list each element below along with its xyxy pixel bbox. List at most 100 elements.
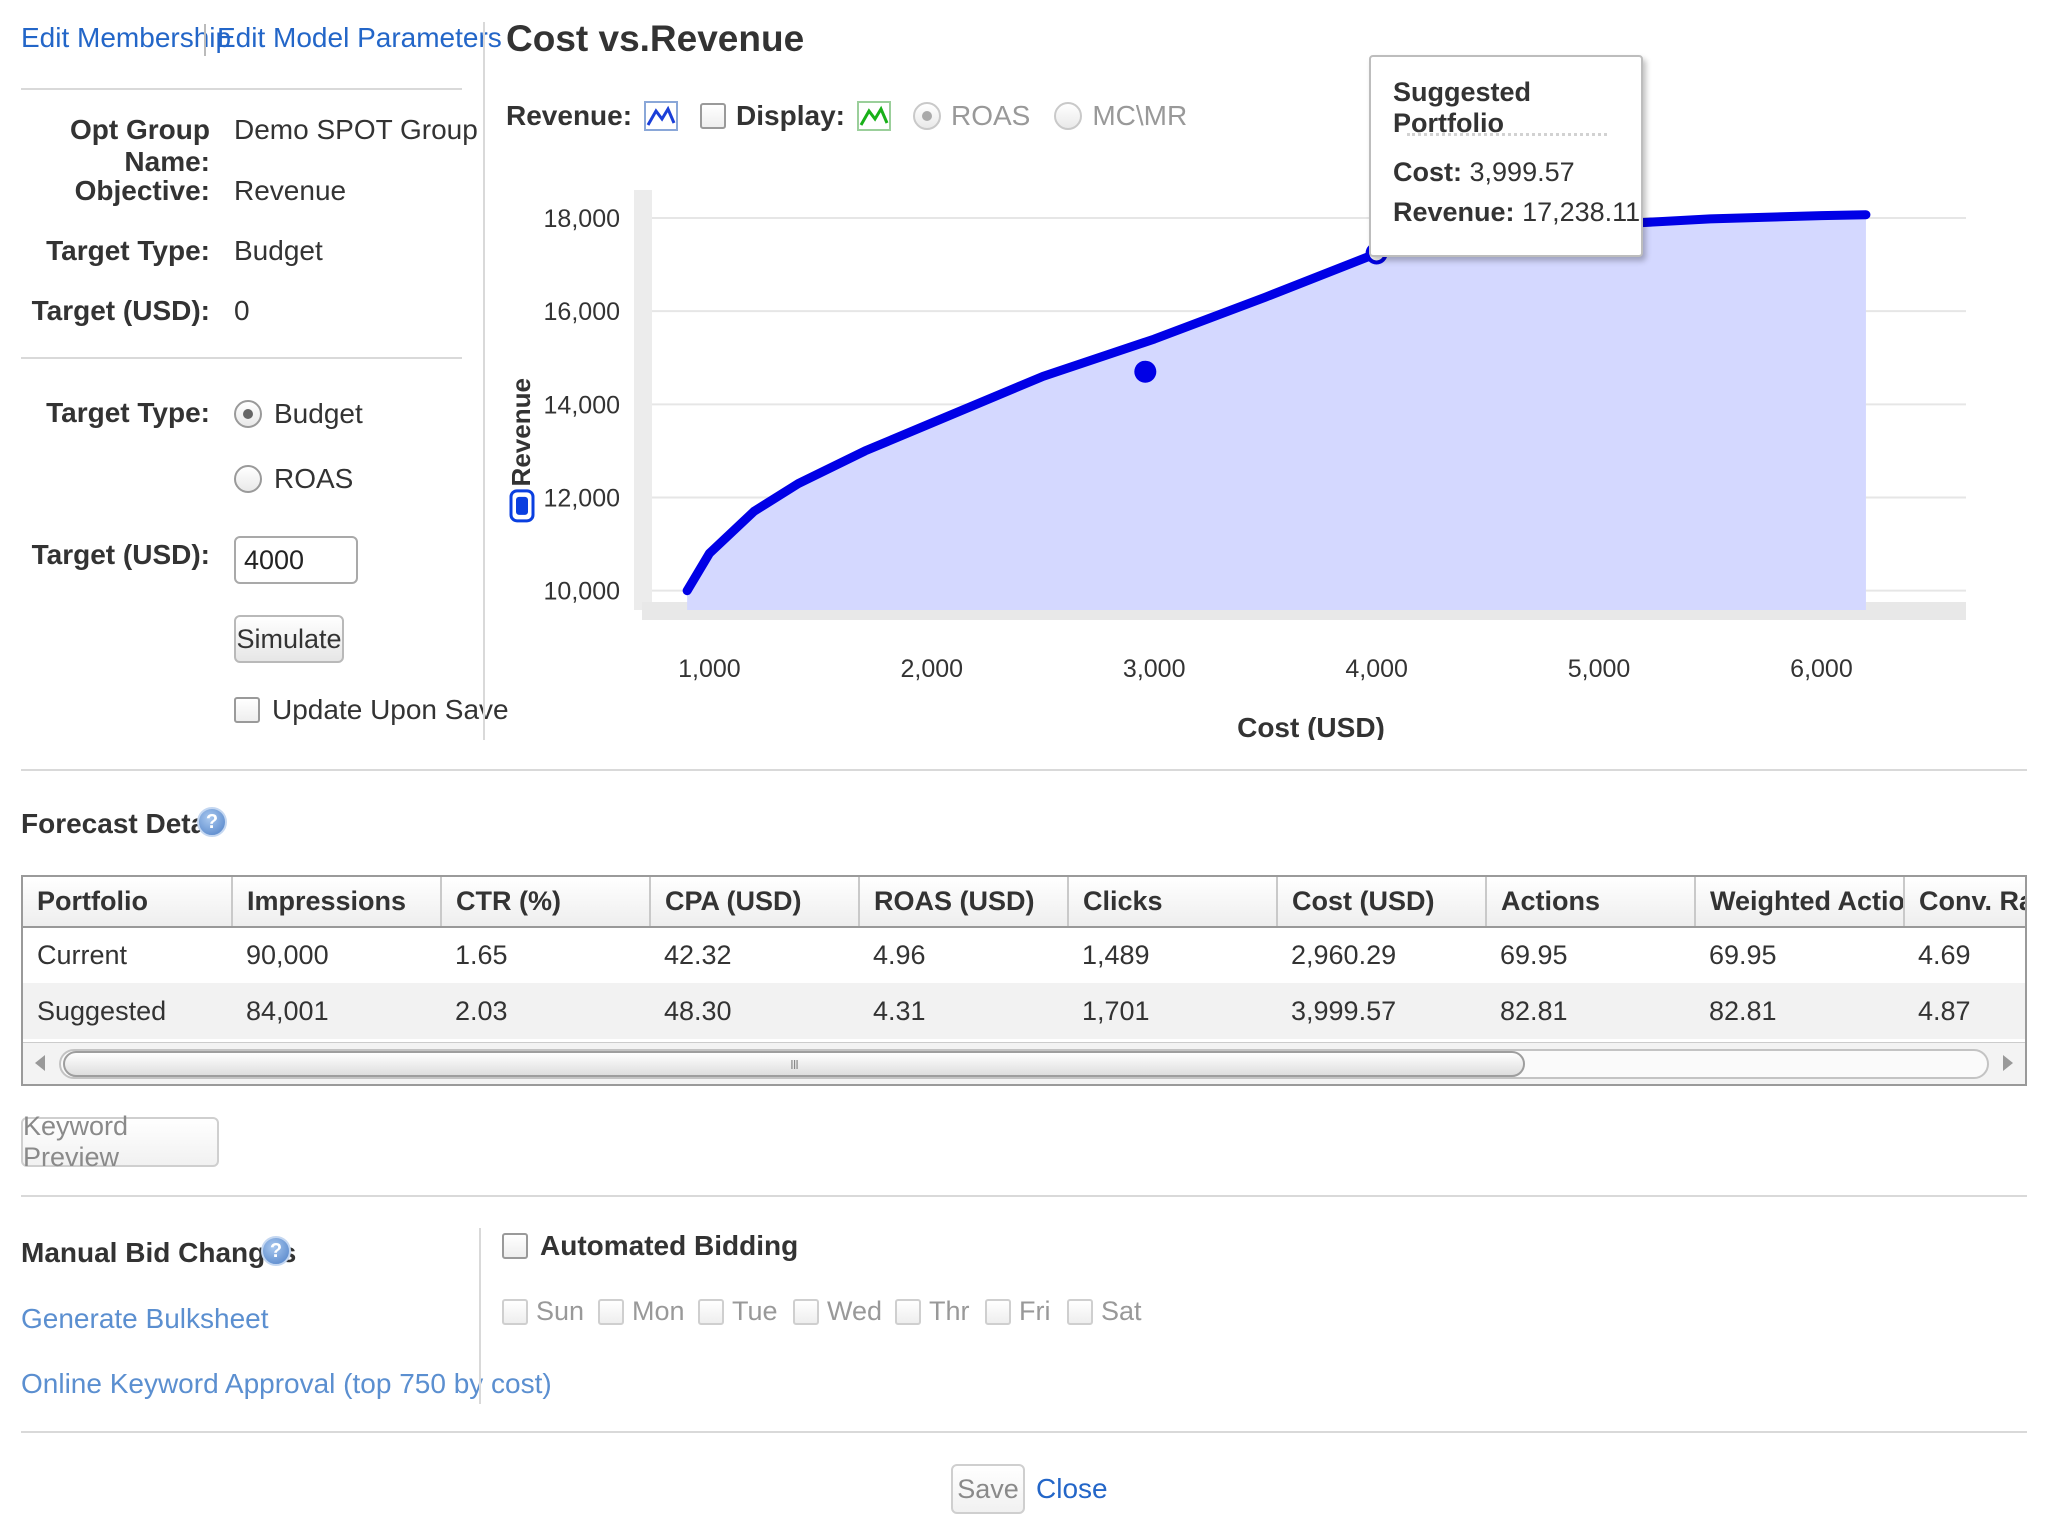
day-option-thr[interactable]: Thr bbox=[895, 1296, 970, 1327]
x-tick-label: 6,000 bbox=[1790, 655, 1853, 683]
forecast-header-row: Portfolio Impressions CTR (%) CPA (USD) … bbox=[23, 877, 2025, 928]
bottom-vertical-divider bbox=[479, 1228, 481, 1404]
day-checkbox[interactable] bbox=[598, 1298, 624, 1325]
chart-title: Cost vs.Revenue bbox=[506, 18, 805, 59]
keyword-preview-button[interactable]: Keyword Preview bbox=[21, 1111, 219, 1172]
day-label: Thr bbox=[929, 1296, 970, 1326]
col-header[interactable]: Conv. Rat bbox=[1904, 877, 2025, 928]
x-tick-label: 4,000 bbox=[1345, 655, 1408, 683]
generate-bulksheet-link[interactable]: Generate Bulksheet bbox=[21, 1303, 269, 1334]
roas-display-radio[interactable] bbox=[912, 102, 941, 130]
budget-radio-label: Budget bbox=[274, 398, 363, 429]
tooltip-revenue: Revenue: 17,238.11 bbox=[1393, 197, 1640, 228]
table-cell: 84,001 bbox=[232, 983, 441, 1039]
table-cell: 82.81 bbox=[1695, 983, 1904, 1039]
mcmr-display-radio[interactable] bbox=[1054, 102, 1083, 130]
day-option-wed[interactable]: Wed bbox=[793, 1296, 882, 1327]
table-cell: 69.95 bbox=[1500, 940, 1568, 970]
col-header[interactable]: Actions bbox=[1486, 877, 1696, 928]
table-cell: 1,701 bbox=[1068, 983, 1277, 1039]
day-option-fri[interactable]: Fri bbox=[985, 1296, 1050, 1327]
col-header[interactable]: Weighted Action: bbox=[1695, 877, 1905, 928]
edit-membership-link[interactable]: Edit Membership bbox=[21, 22, 232, 53]
day-option-mon[interactable]: Mon bbox=[598, 1296, 685, 1327]
roas-radio-option[interactable]: ROAS bbox=[234, 463, 353, 495]
table-cell: 48.30 bbox=[650, 983, 859, 1039]
target-usd-input[interactable] bbox=[234, 536, 358, 584]
col-header[interactable]: ROAS (USD) bbox=[859, 877, 1069, 928]
update-upon-save-option[interactable]: Update Upon Save bbox=[234, 694, 509, 726]
simulate-button[interactable]: Simulate bbox=[234, 615, 344, 663]
col-header[interactable]: CPA (USD) bbox=[650, 877, 860, 928]
online-keyword-approval-link[interactable]: Online Keyword Approval (top 750 by cost… bbox=[21, 1368, 552, 1399]
day-label: Wed bbox=[827, 1296, 883, 1326]
update-upon-save-checkbox[interactable] bbox=[234, 697, 260, 723]
roas-radio-label: ROAS bbox=[274, 463, 354, 494]
save-button[interactable]: Save bbox=[951, 1464, 1025, 1514]
day-checkbox[interactable] bbox=[793, 1298, 819, 1325]
objective-label: Objective: bbox=[74, 175, 210, 206]
revenue-line-icon bbox=[644, 101, 679, 131]
col-header[interactable]: CTR (%) bbox=[441, 877, 651, 928]
forecast-help-icon[interactable]: ? bbox=[197, 807, 227, 837]
current-portfolio-point[interactable] bbox=[1134, 360, 1157, 383]
automated-bidding-checkbox[interactable] bbox=[502, 1233, 528, 1259]
scroll-left-arrow-icon[interactable] bbox=[35, 1055, 45, 1071]
edit-model-parameters-link[interactable]: Edit Model Parameters bbox=[217, 22, 502, 53]
y-tick-label: 16,000 bbox=[544, 298, 620, 326]
nav-divider bbox=[204, 24, 206, 56]
table-cell: 2.03 bbox=[441, 983, 650, 1039]
display-checkbox[interactable] bbox=[700, 103, 727, 129]
x-tick-label: 3,000 bbox=[1123, 655, 1186, 683]
x-tick-label: 1,000 bbox=[678, 655, 741, 683]
revenue-series-label: Revenue: bbox=[506, 100, 633, 131]
tooltip-title: Suggested Portfolio bbox=[1393, 77, 1532, 138]
automated-bidding-option[interactable]: Automated Bidding bbox=[502, 1230, 798, 1262]
top-vertical-divider bbox=[483, 22, 485, 740]
chart-y-wall bbox=[634, 190, 652, 610]
table-cell: 82.81 bbox=[1486, 983, 1695, 1039]
manual-bid-help-icon[interactable]: ? bbox=[261, 1236, 291, 1266]
roas-radio[interactable] bbox=[234, 465, 262, 493]
budget-radio[interactable] bbox=[234, 400, 262, 428]
table-cell: 1,489 bbox=[1082, 940, 1150, 970]
suggested-portfolio-tooltip: Suggested Portfolio Cost: 3,999.57 Reven… bbox=[1369, 55, 1643, 257]
table-cell: 4.31 bbox=[859, 983, 1068, 1039]
display-line-icon bbox=[856, 101, 891, 131]
day-checkbox[interactable] bbox=[698, 1298, 724, 1325]
day-checkbox[interactable] bbox=[502, 1298, 528, 1325]
scroll-thumb[interactable]: III bbox=[63, 1051, 1525, 1077]
day-option-sat[interactable]: Sat bbox=[1067, 1296, 1142, 1327]
table-row[interactable]: Current 90,000 1.65 42.32 4.96 1,489 2,9… bbox=[23, 927, 2025, 983]
table-cell: Current bbox=[37, 940, 128, 970]
day-option-sun[interactable]: Sun bbox=[502, 1296, 584, 1327]
col-header[interactable]: Clicks bbox=[1068, 877, 1278, 928]
opt-group-name-label: Opt Group Name: bbox=[70, 114, 210, 177]
day-checkbox[interactable] bbox=[1067, 1298, 1093, 1325]
col-header[interactable]: Cost (USD) bbox=[1277, 877, 1487, 928]
update-upon-save-label: Update Upon Save bbox=[272, 694, 509, 725]
col-header[interactable]: Impressions bbox=[232, 877, 442, 928]
day-checkbox[interactable] bbox=[895, 1298, 921, 1325]
target-type-label: Target Type: bbox=[46, 235, 210, 266]
day-option-tue[interactable]: Tue bbox=[698, 1296, 778, 1327]
table-row[interactable]: Suggested 84,001 2.03 48.30 4.31 1,701 3… bbox=[23, 983, 2025, 1039]
table-cell: 1.65 bbox=[455, 940, 508, 970]
col-header[interactable]: Portfolio bbox=[23, 877, 233, 928]
day-label: Sat bbox=[1101, 1296, 1142, 1326]
close-link[interactable]: Close bbox=[1036, 1473, 1108, 1504]
budget-radio-option[interactable]: Budget bbox=[234, 398, 363, 430]
table-cell: 42.32 bbox=[664, 940, 732, 970]
day-label: Mon bbox=[632, 1296, 685, 1326]
y-tick-label: 12,000 bbox=[544, 485, 620, 513]
day-label: Fri bbox=[1019, 1296, 1051, 1326]
table-horizontal-scrollbar[interactable]: III bbox=[23, 1042, 2025, 1084]
roas-display-label: ROAS bbox=[950, 100, 1031, 131]
forecast-table-container: Portfolio Impressions CTR (%) CPA (USD) … bbox=[21, 875, 2027, 1086]
scroll-grip: III bbox=[790, 1056, 799, 1072]
day-checkbox[interactable] bbox=[985, 1298, 1011, 1325]
scroll-right-arrow-icon[interactable] bbox=[2003, 1055, 2013, 1071]
display-series-label: Display: bbox=[736, 100, 845, 131]
y-tick-label: 18,000 bbox=[544, 205, 620, 233]
table-cell: 4.96 bbox=[873, 940, 926, 970]
